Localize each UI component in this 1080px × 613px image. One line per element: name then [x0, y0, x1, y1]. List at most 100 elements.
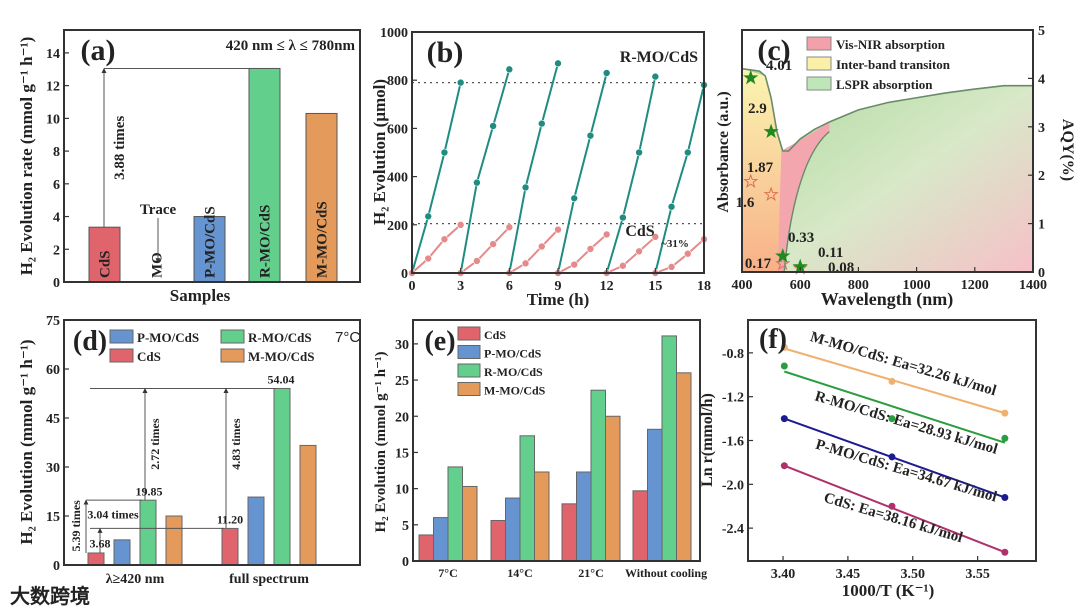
data-point [888, 377, 896, 385]
bar-M-MO/CdS [676, 372, 692, 562]
bar-CdS [87, 552, 105, 566]
data-point [651, 72, 660, 81]
category-label: λ≥420 nm [106, 572, 165, 587]
condition-label: 420 nm ≤ λ ≤ 780nm [226, 38, 356, 54]
data-point [456, 221, 465, 229]
panel-b-ytick-label: 600 [387, 122, 408, 137]
bar-CdS [221, 527, 239, 566]
legend-label: CdS [137, 349, 161, 364]
panel-f-ytick-label: -1.2 [722, 391, 744, 406]
legend-label: M-MO/CdS [248, 349, 314, 364]
panel-label-c: (c) [757, 34, 790, 67]
panel-a-ytick-label: 14 [46, 47, 60, 62]
series-line-R-MO/CdS [654, 84, 705, 274]
panel-c-xtick-label: 1400 [1019, 278, 1047, 293]
data-point [780, 462, 788, 470]
bar-CdS [561, 503, 577, 562]
data-point [570, 194, 579, 203]
data-point [489, 122, 497, 130]
data-point [554, 59, 562, 68]
panel-e-ytick-label: 30 [395, 338, 409, 353]
aqy-cds-star-icon [775, 255, 791, 271]
bar-R-MO/CdS [519, 435, 535, 562]
bar-label: CdS [98, 250, 114, 278]
data-point [1001, 548, 1009, 556]
ratio-label: 2.72 times [148, 418, 162, 470]
bar-P-MO/CdS [247, 496, 265, 566]
data-point [570, 260, 579, 269]
series-line-CdS [557, 233, 608, 274]
panel-c-xtick-label: 800 [848, 278, 869, 293]
panel-c-ytick-label: 0 [1038, 266, 1045, 281]
aqy-cds-label: 1.6 [736, 195, 755, 211]
panel-b-xtick-label: 18 [697, 279, 711, 294]
bar-R-MO/CdS [661, 335, 677, 562]
data-point [683, 148, 692, 157]
bar-P-MO/CdS [647, 428, 663, 562]
series-label-cds: CdS [625, 223, 654, 240]
value-label: 3.68 [90, 537, 111, 551]
bar-R-MO/CdS [447, 466, 463, 562]
panel-f-ytick-label: -2.4 [722, 522, 744, 537]
panel-f-xtick-label: 3.40 [771, 567, 796, 582]
panel-c-ytick-label: 1 [1038, 218, 1045, 233]
panel-label-b: (b) [427, 36, 464, 69]
inter-band-area [742, 68, 782, 272]
panel-e-ytick-label: 10 [395, 483, 409, 498]
data-point [888, 502, 896, 510]
data-point [635, 247, 643, 256]
legend-swatch [457, 345, 481, 359]
data-point [473, 257, 481, 265]
panel-a-ytick-label: 6 [53, 178, 60, 193]
bar-CdS [490, 519, 506, 562]
bar-P-MO/CdS [113, 539, 131, 566]
y-axis-label: Absorbance (a.u.) [715, 91, 732, 212]
bar-R-MO/CdS [248, 67, 281, 283]
y-axis-label: Ln r(mmol/h) [699, 393, 716, 487]
aqy-cds-star-icon [743, 173, 759, 188]
data-point [651, 233, 660, 241]
panel-f-ytick-label: -2.0 [722, 478, 744, 493]
panel-a-frame [63, 29, 361, 283]
panel-a-ytick-label: 0 [53, 276, 60, 291]
x-axis-label: Wavelength (nm) [821, 289, 954, 310]
legend-label: Vis-NIR absorption [836, 37, 946, 52]
panel-a-ytick-label: 4 [53, 211, 60, 226]
panel-b-xtick-label: 0 [409, 279, 416, 294]
legend-label: P-MO/CdS [137, 330, 199, 345]
category-label: full spectrum [229, 572, 309, 587]
panel-c-xtick-label: 400 [732, 278, 753, 293]
aqy-rmo-star-icon [743, 69, 759, 85]
series-line-CdS [411, 224, 462, 274]
panel-f-xtick-label: 3.55 [965, 567, 990, 582]
series-line-R-MO/CdS [459, 69, 511, 274]
aqy-rmo-label: 0.11 [818, 245, 843, 261]
lspr-area [742, 68, 1033, 272]
data-point [602, 69, 611, 77]
bar-CdS [418, 534, 434, 562]
panel-b-ytick-label: 800 [387, 74, 408, 89]
data-point [888, 453, 896, 461]
legend-swatch [220, 348, 245, 363]
data-point [586, 131, 595, 140]
data-point [537, 119, 546, 128]
aqy-cds-star-icon [763, 186, 779, 202]
data-point [635, 148, 643, 157]
panel-a-ytick-label: 8 [53, 145, 60, 160]
y2-axis-label: AQY(%) [1059, 119, 1076, 181]
data-point [440, 148, 449, 157]
y-axis-label: H₂ Evolution (μmol) [370, 79, 389, 225]
bar-M-MO/CdS [165, 515, 183, 566]
data-point [780, 362, 788, 370]
data-point [473, 178, 481, 187]
panel-label-f: (f) [759, 324, 787, 355]
absorbance-curve [741, 67, 1033, 152]
bar-M-MO/CdS [534, 471, 550, 562]
ratio-label: 5.39 times [69, 500, 83, 552]
bar-CdS [632, 490, 648, 562]
legend-label: R-MO/CdS [484, 365, 543, 379]
legend-label: LSPR absorption [836, 77, 933, 92]
aqy-rmo-star-icon [775, 248, 791, 263]
series-line-CdS [606, 236, 656, 274]
panel-c-ytick-label: 3 [1038, 121, 1045, 136]
